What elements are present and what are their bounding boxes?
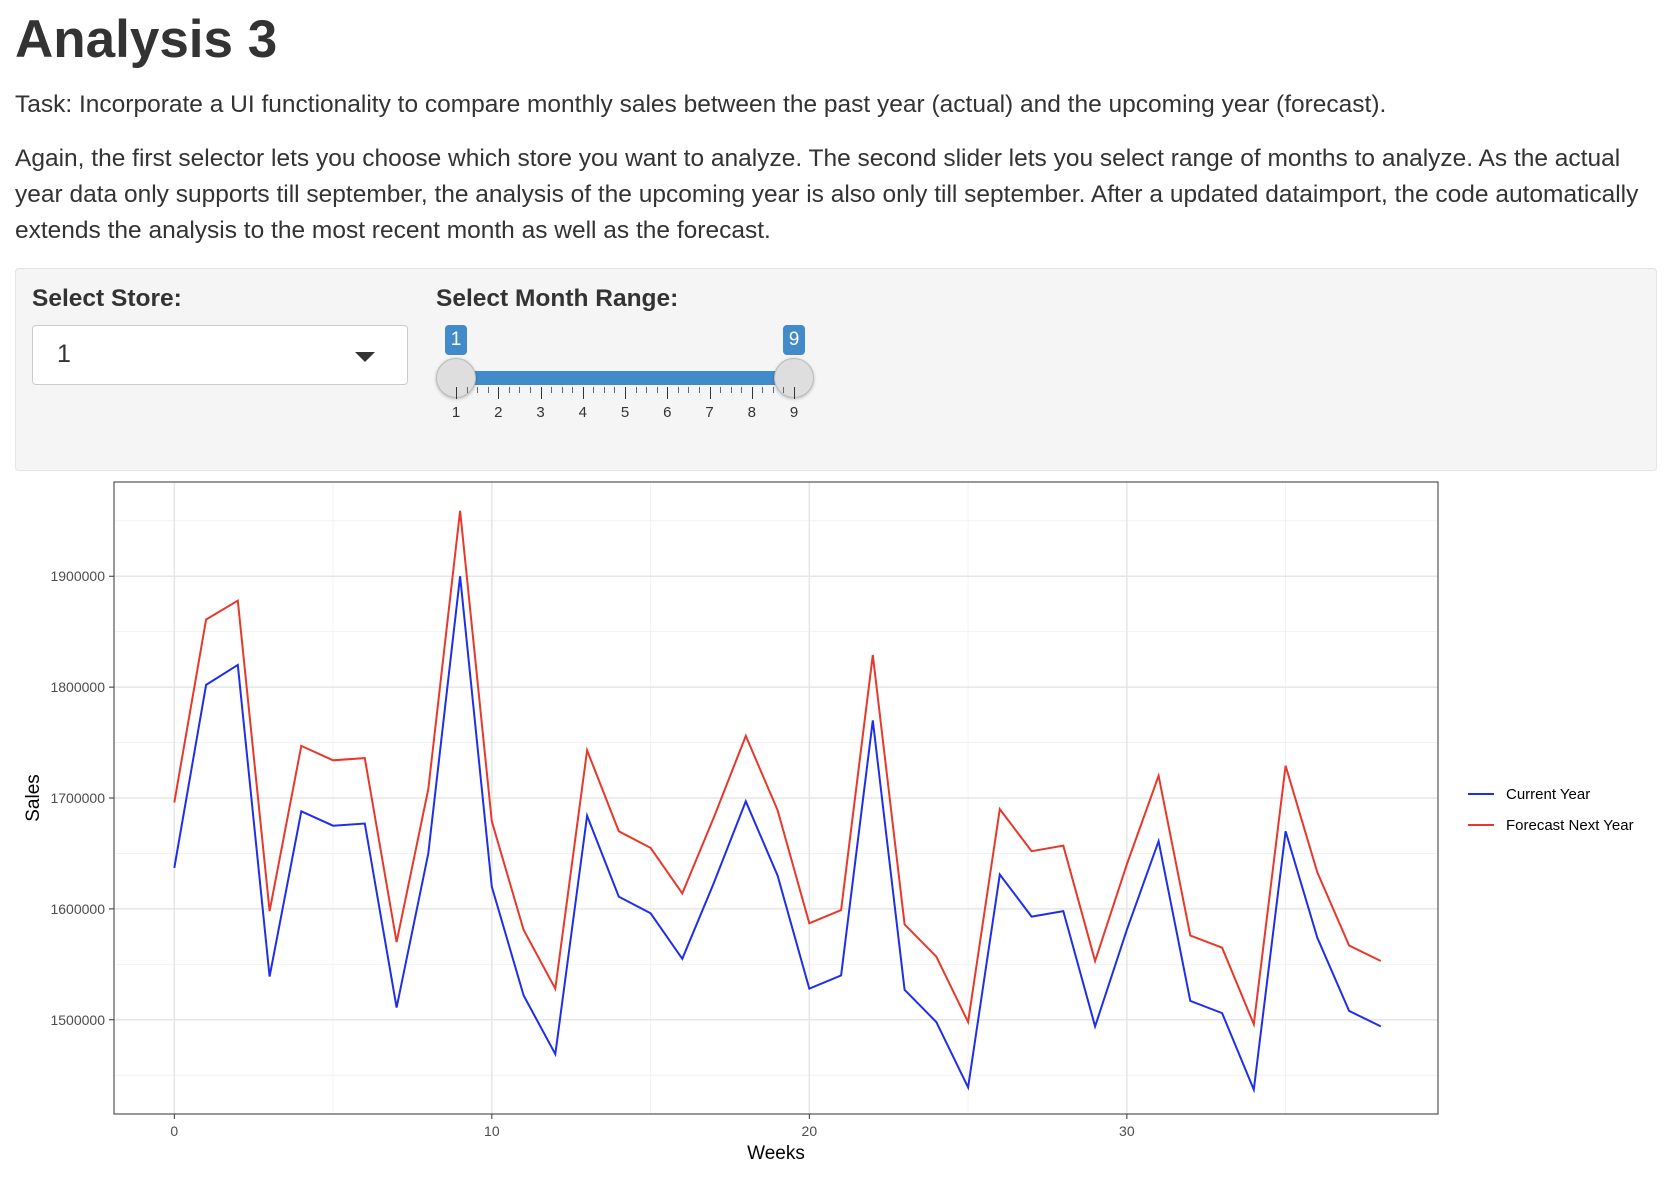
- slider-minor-tick: [635, 387, 637, 393]
- description-text: Again, the first selector lets you choos…: [15, 145, 1639, 244]
- sales-chart: 1500000 1600000 1700000 1800000 1900000 0 10 20…: [23, 481, 1634, 1164]
- slider-minor-tick: [614, 387, 616, 393]
- slider-minor-tick: [720, 387, 722, 393]
- x-tick-label: 10: [484, 1123, 500, 1139]
- y-tick-label: 1700000: [50, 790, 105, 806]
- chevron-down-icon: [355, 352, 375, 362]
- x-tick-label: 0: [170, 1123, 178, 1139]
- slider-minor-tick: [572, 387, 574, 393]
- slider-from-value: 1: [445, 325, 467, 355]
- slider-major-tick: [709, 387, 711, 399]
- store-select[interactable]: 1: [32, 325, 408, 385]
- slider-minor-tick: [698, 387, 700, 393]
- slider-minor-tick: [561, 387, 563, 393]
- slider-major-tick: [540, 387, 542, 399]
- slider-bar[interactable]: [456, 371, 794, 385]
- slider-minor-tick: [656, 387, 658, 393]
- slider-minor-tick: [677, 387, 679, 393]
- slider-minor-tick: [508, 387, 510, 393]
- x-axis-title: Weeks: [747, 1143, 805, 1164]
- slider-minor-tick: [529, 387, 531, 393]
- slider-minor-tick: [519, 387, 521, 393]
- slider-major-tick: [751, 387, 753, 399]
- slider-minor-tick: [603, 387, 605, 393]
- task-text: Task: Incorporate a UI functionality to …: [15, 91, 1387, 118]
- slider-to-value: 9: [783, 325, 805, 355]
- y-tick-label: 1500000: [50, 1012, 105, 1028]
- slider-major-tick: [667, 387, 669, 399]
- slider-major-tick: [794, 387, 795, 399]
- month-range-label: Select Month Range:: [436, 285, 679, 312]
- slider-tick-label: 9: [789, 404, 799, 421]
- y-axis-title: Sales: [23, 774, 44, 822]
- slider-tick-label: 3: [536, 404, 545, 421]
- slider-tick-label: 7: [705, 404, 714, 421]
- series-line-forecast-next-year: [173, 510, 1382, 1029]
- slider-tick-label: 5: [620, 404, 630, 421]
- y-tick-label: 1900000: [50, 568, 105, 584]
- slider-minor-tick: [477, 387, 479, 393]
- month-range-slider[interactable]: 1 9 1 2 3 4 5 6 7 8 9: [436, 325, 816, 445]
- legend-label: Forecast Next Year: [1506, 817, 1634, 834]
- slider-tick-label: 2: [494, 404, 503, 421]
- slider-minor-tick: [730, 387, 732, 393]
- slider-minor-tick: [772, 387, 774, 393]
- y-tick-label: 1600000: [50, 901, 105, 917]
- slider-minor-tick: [551, 387, 553, 393]
- store-select-value: 1: [57, 340, 71, 368]
- slider-major-tick: [582, 387, 584, 399]
- slider-minor-tick: [762, 387, 764, 393]
- slider-tick-label: 4: [578, 404, 587, 421]
- store-label: Select Store:: [32, 285, 182, 312]
- slider-minor-tick: [688, 387, 690, 393]
- slider-minor-tick: [741, 387, 743, 393]
- slider-minor-tick: [593, 387, 595, 393]
- page-title: Analysis 3: [15, 10, 278, 69]
- slider-minor-tick: [466, 387, 468, 393]
- controls-panel: Select Store: 1 Select Month Range: 1 9 …: [15, 268, 1657, 471]
- legend-label: Current Year: [1506, 786, 1590, 803]
- slider-minor-tick: [646, 387, 648, 393]
- slider-tick-label: 8: [747, 404, 756, 421]
- slider-minor-tick: [487, 387, 489, 393]
- x-tick-label: 30: [1119, 1123, 1135, 1139]
- x-tick-label: 20: [802, 1123, 818, 1139]
- series-line-current-year: [173, 576, 1382, 1094]
- slider-major-tick: [456, 387, 457, 399]
- slider-minor-tick: [783, 387, 785, 393]
- slider-major-tick: [625, 387, 626, 399]
- slider-tick-label: 1: [451, 404, 461, 421]
- slider-tick-label: 6: [663, 404, 672, 421]
- y-tick-label: 1800000: [50, 679, 105, 695]
- slider-major-tick: [498, 387, 500, 399]
